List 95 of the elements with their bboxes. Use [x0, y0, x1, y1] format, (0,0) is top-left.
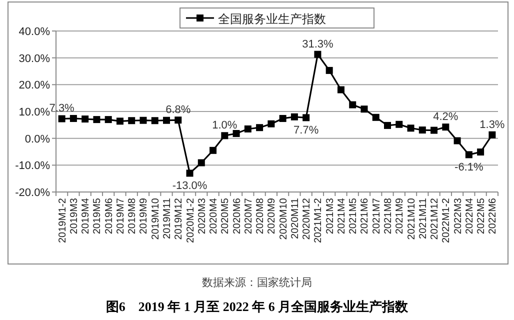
point — [210, 146, 217, 154]
x-tick-label: 2020M3 — [196, 198, 208, 234]
data-label: -13.0% — [172, 180, 208, 192]
point — [384, 122, 391, 129]
point — [174, 116, 182, 124]
point — [163, 116, 170, 124]
data-label: 1.0% — [212, 120, 238, 132]
point — [116, 118, 124, 125]
point — [372, 114, 380, 121]
point — [454, 137, 461, 144]
x-tick-label: 2019M4 — [80, 198, 92, 234]
x-tick-label: 2019M7 — [115, 198, 126, 234]
y-tick-label: -10.0% — [15, 160, 50, 172]
point — [279, 114, 286, 122]
x-tick-label: 2021M7 — [371, 198, 382, 234]
x-tick-label: 2022M1-2 — [441, 198, 452, 244]
caption: 图6 2019 年 1 月至 2022 年 6 月全国服务业生产指数 — [106, 299, 410, 314]
data-label: 6.8% — [166, 104, 191, 116]
point — [151, 117, 158, 124]
point — [232, 130, 240, 138]
y-tick-label: 20.0% — [18, 80, 50, 92]
x-tick-label: 2019M11 — [162, 198, 173, 239]
x-tick-label: 2020M1-2 — [185, 198, 196, 244]
point — [349, 101, 356, 108]
x-tick-label: 2021M1-2 — [313, 198, 324, 244]
x-tick-label: 2020M8 — [255, 198, 266, 234]
point — [430, 126, 438, 134]
x-tick-label: 2020M6 — [232, 198, 243, 234]
x-tick-label: 2021M10 — [406, 198, 418, 240]
x-tick-label: 2020M9 — [266, 198, 278, 234]
y-tick-label: -20.0% — [15, 187, 50, 199]
point — [244, 125, 252, 132]
point — [82, 116, 89, 123]
point — [58, 115, 66, 122]
x-tick-label: 2022M3 — [452, 198, 464, 234]
point — [128, 117, 136, 124]
x-tick-label: 2020M4 — [208, 198, 220, 234]
x-tick-label: 2019M8 — [127, 198, 138, 234]
x-tick-label: 2021M8 — [383, 198, 394, 234]
x-tick-label: 2022M5 — [476, 198, 488, 234]
y-tick-label: 0.0% — [24, 133, 50, 146]
data-label: 1.3% — [480, 118, 505, 131]
x-tick-label: 2019M10 — [150, 198, 162, 240]
point — [477, 148, 484, 156]
x-tick-label: 2021M5 — [348, 198, 360, 234]
point — [465, 151, 472, 158]
y-tick-label: 30.0% — [18, 52, 50, 65]
data-label: 31.3% — [302, 38, 334, 50]
point — [302, 114, 310, 122]
x-tick-label: 2019M3 — [68, 198, 80, 234]
x-tick-label: 2019M1-2 — [57, 198, 68, 244]
point — [221, 132, 228, 140]
data-label: -6.1% — [454, 162, 484, 174]
legend: 全国服务业生产指数 — [180, 8, 374, 28]
x-tick-label: 2022M6 — [488, 198, 499, 234]
x-tick-label: 2021M3 — [324, 198, 336, 234]
x-tick-label: 2022M4 — [464, 198, 476, 234]
x-tick-label: 2021M12 — [430, 198, 441, 240]
x-tick-label: 2019M9 — [138, 198, 150, 234]
x-tick-label: 2019M12 — [174, 198, 185, 240]
point — [407, 124, 414, 132]
point — [360, 106, 368, 113]
x-tick-label: 2020M12 — [302, 198, 313, 240]
data-label: 4.2% — [433, 111, 458, 124]
data-label: 7.7% — [294, 124, 319, 137]
x-tick-label: 2021M6 — [360, 198, 371, 234]
point — [186, 170, 194, 177]
point — [290, 113, 298, 120]
point — [256, 124, 264, 132]
point — [442, 124, 450, 131]
x-tick-label: 2021M11 — [418, 198, 429, 239]
point — [268, 120, 275, 128]
x-tick-label: 2019M6 — [104, 198, 115, 234]
point — [418, 126, 426, 134]
x-tick-label: 2020M5 — [220, 198, 232, 234]
point — [337, 86, 344, 94]
x-tick-label: 2020M7 — [243, 198, 254, 234]
point — [314, 50, 322, 58]
legend-label: 全国服务业生产指数 — [218, 12, 326, 26]
point — [93, 116, 100, 124]
point — [488, 131, 496, 138]
x-tick-label: 2021M4 — [336, 198, 348, 234]
x-tick-label: 2019M5 — [92, 198, 104, 234]
point — [198, 159, 205, 166]
x-tick-label: 2021M9 — [394, 198, 406, 234]
source-note: 数据来源：国家统计局 — [202, 276, 312, 289]
y-tick-label: 40.0% — [18, 26, 50, 38]
x-tick-label: 2020M10 — [278, 198, 290, 240]
point — [326, 66, 333, 74]
x-tick-label: 2020M11 — [290, 198, 301, 239]
point — [104, 116, 112, 124]
point — [70, 114, 77, 122]
point — [140, 116, 147, 124]
point — [396, 120, 403, 128]
y-tick-label: 10.0% — [18, 106, 50, 118]
